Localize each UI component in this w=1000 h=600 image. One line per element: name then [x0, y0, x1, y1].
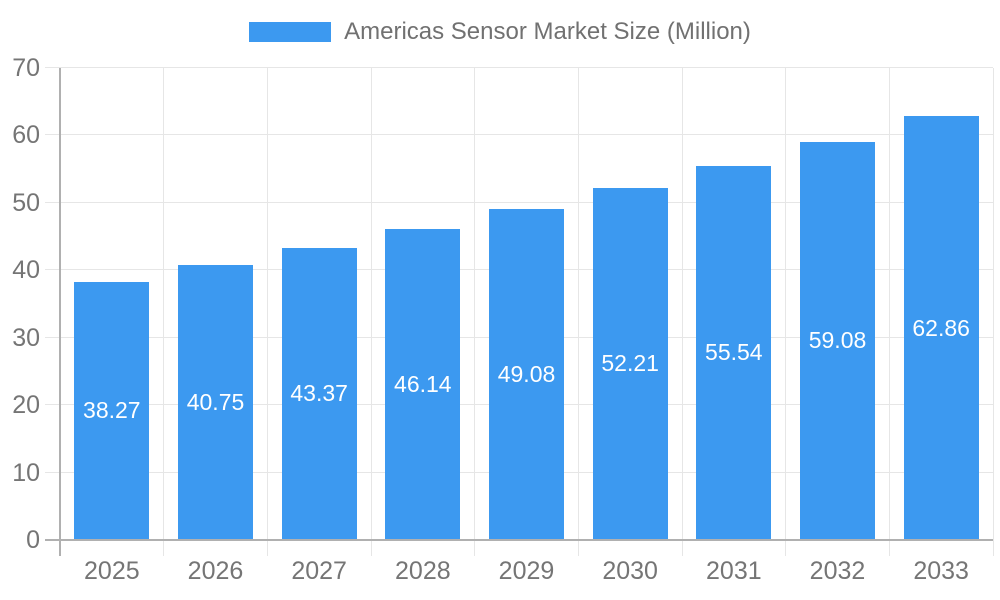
bar[interactable]: 55.54	[696, 165, 772, 540]
bar[interactable]: 62.86	[903, 116, 979, 540]
x-tick-label: 2033	[913, 557, 969, 585]
bar-value-label: 40.75	[186, 389, 245, 416]
x-axis-baseline	[45, 539, 993, 541]
bar[interactable]: 52.21	[592, 187, 668, 540]
y-tick-label: 20	[12, 391, 40, 420]
v-gridline	[577, 68, 579, 556]
y-axis-line	[59, 68, 61, 556]
v-gridline	[681, 68, 683, 556]
y-tick-label: 10	[12, 458, 40, 487]
bar[interactable]: 43.37	[281, 247, 357, 540]
x-tick-label: 2031	[706, 557, 762, 585]
bar-value-label: 59.08	[808, 327, 867, 354]
bar-value-label: 49.08	[497, 361, 556, 388]
v-gridline	[370, 68, 372, 556]
y-tick-label: 0	[26, 526, 40, 554]
v-gridline	[992, 68, 994, 556]
v-gridline	[163, 68, 165, 556]
v-gridline	[266, 68, 268, 556]
bar-value-label: 38.27	[83, 397, 141, 424]
bar-value-label: 52.21	[601, 350, 659, 377]
y-tick-label: 40	[12, 256, 40, 285]
x-tick-label: 2030	[602, 557, 658, 585]
legend-title: Americas Sensor Market Size (Million)	[344, 18, 751, 45]
x-tick-label: 2028	[395, 557, 451, 585]
bar-value-label: 43.37	[290, 380, 348, 407]
y-tick-label: 50	[12, 188, 40, 217]
bar-value-label: 55.54	[705, 339, 763, 366]
x-tick-label: 2032	[809, 557, 866, 585]
y-tick-label: 30	[12, 323, 40, 352]
chart-legend[interactable]: Americas Sensor Market Size (Million)	[0, 18, 1000, 46]
h-gridline	[45, 134, 993, 136]
y-tick-label: 70	[12, 54, 40, 82]
x-tick-label: 2029	[498, 557, 555, 585]
h-gridline	[45, 201, 993, 203]
legend-swatch	[249, 22, 332, 42]
x-tick-label: 2026	[187, 557, 244, 585]
bar[interactable]: 40.75	[178, 265, 253, 540]
v-gridline	[785, 68, 787, 556]
bar-value-label: 62.86	[912, 314, 970, 341]
bar[interactable]: 59.08	[800, 141, 875, 540]
y-tick-label: 60	[12, 121, 40, 150]
bar-value-label: 46.14	[394, 370, 452, 397]
bar[interactable]: 38.27	[74, 281, 150, 540]
plot-area: 38.27 40.75 43.37 46.14 49.08 52.21 55.54 59.08…	[45, 67, 994, 556]
bar[interactable]: 49.08	[489, 209, 564, 540]
v-gridline	[474, 68, 476, 556]
v-gridline	[888, 68, 890, 556]
h-gridline	[45, 67, 993, 68]
x-tick-label: 2027	[291, 557, 347, 585]
x-tick-label: 2025	[84, 557, 140, 585]
bar[interactable]: 46.14	[385, 228, 461, 540]
